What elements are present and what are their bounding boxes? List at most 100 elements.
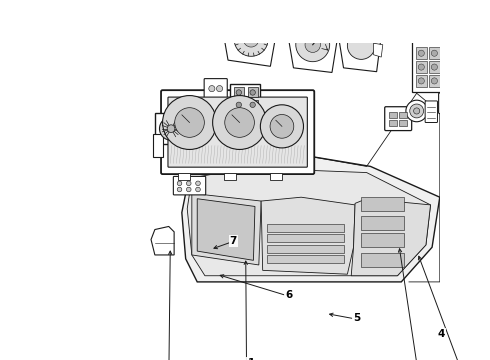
FancyBboxPatch shape [389,112,397,118]
Circle shape [217,86,222,92]
Circle shape [177,187,182,192]
Polygon shape [187,168,431,276]
FancyBboxPatch shape [267,255,343,263]
Text: 1: 1 [247,358,255,360]
FancyBboxPatch shape [488,131,490,162]
FancyBboxPatch shape [361,216,404,230]
Circle shape [444,50,451,56]
FancyBboxPatch shape [389,120,397,126]
Circle shape [250,102,255,108]
FancyBboxPatch shape [460,5,467,33]
FancyBboxPatch shape [412,40,475,92]
FancyBboxPatch shape [456,75,466,87]
FancyBboxPatch shape [489,67,490,107]
Polygon shape [213,139,259,170]
Circle shape [458,50,464,56]
FancyBboxPatch shape [204,78,227,99]
Circle shape [159,117,183,140]
FancyBboxPatch shape [168,97,307,167]
Polygon shape [351,199,431,276]
Text: 4: 4 [438,329,445,339]
Circle shape [177,181,182,186]
Circle shape [270,114,294,138]
Circle shape [250,90,255,95]
FancyBboxPatch shape [247,100,258,110]
Polygon shape [151,226,174,255]
FancyBboxPatch shape [415,1,490,6]
FancyBboxPatch shape [429,75,440,87]
FancyBboxPatch shape [267,224,343,232]
FancyBboxPatch shape [461,98,469,109]
FancyBboxPatch shape [155,113,187,144]
FancyBboxPatch shape [161,90,314,174]
FancyBboxPatch shape [449,5,457,33]
FancyBboxPatch shape [399,120,407,126]
Circle shape [186,181,191,186]
FancyBboxPatch shape [416,48,427,59]
FancyBboxPatch shape [229,84,260,113]
Circle shape [406,100,427,122]
Circle shape [225,108,254,137]
Circle shape [167,125,175,132]
Polygon shape [153,134,163,157]
Circle shape [196,181,200,186]
Circle shape [236,90,242,95]
Circle shape [305,37,320,53]
FancyBboxPatch shape [470,5,478,33]
FancyBboxPatch shape [416,5,424,33]
FancyBboxPatch shape [267,234,343,242]
FancyBboxPatch shape [442,61,453,73]
Circle shape [163,95,217,149]
Circle shape [431,64,438,70]
Circle shape [244,32,259,47]
Text: 6: 6 [285,290,293,300]
Circle shape [418,50,424,56]
FancyBboxPatch shape [361,253,404,266]
Polygon shape [338,24,381,72]
FancyBboxPatch shape [416,61,427,73]
FancyBboxPatch shape [361,197,404,211]
Polygon shape [192,193,261,265]
Polygon shape [222,19,276,66]
Circle shape [431,78,438,84]
Circle shape [446,98,457,109]
Circle shape [431,50,438,56]
Polygon shape [261,197,355,274]
FancyBboxPatch shape [442,48,453,59]
Circle shape [296,28,330,62]
FancyBboxPatch shape [425,101,438,122]
Circle shape [418,64,424,70]
Circle shape [347,32,375,59]
FancyBboxPatch shape [438,5,446,33]
FancyBboxPatch shape [399,112,407,118]
Circle shape [234,22,268,56]
Circle shape [458,64,464,70]
Circle shape [414,108,420,114]
Polygon shape [224,172,236,180]
Circle shape [209,86,215,92]
FancyBboxPatch shape [173,176,206,195]
Polygon shape [373,43,383,57]
Text: 5: 5 [353,313,360,323]
FancyBboxPatch shape [439,93,464,114]
FancyBboxPatch shape [234,87,244,98]
FancyBboxPatch shape [361,233,404,247]
Circle shape [175,108,204,137]
FancyBboxPatch shape [429,61,440,73]
FancyBboxPatch shape [429,48,440,59]
Polygon shape [197,199,255,260]
Circle shape [444,78,451,84]
FancyBboxPatch shape [385,107,412,131]
FancyBboxPatch shape [234,100,244,110]
FancyBboxPatch shape [267,245,343,253]
Circle shape [260,105,303,148]
FancyBboxPatch shape [412,0,490,38]
FancyBboxPatch shape [442,75,453,87]
Polygon shape [178,172,190,180]
FancyBboxPatch shape [427,5,435,33]
Circle shape [213,95,267,149]
FancyBboxPatch shape [456,48,466,59]
Polygon shape [182,155,440,282]
Circle shape [458,78,464,84]
FancyBboxPatch shape [247,87,258,98]
